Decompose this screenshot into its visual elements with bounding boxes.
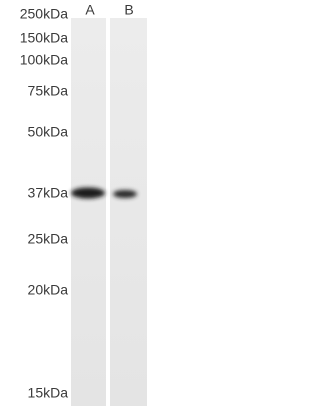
marker-label: 150kDa [20, 30, 68, 46]
marker-label: 25kDa [28, 231, 69, 247]
marker-label: 20kDa [28, 282, 69, 298]
western-blot: A B 250kDa 150kDa 100kDa 75kDa 50kDa 37k… [0, 0, 150, 406]
marker-label: 50kDa [28, 124, 69, 140]
marker-label: 250kDa [20, 6, 68, 22]
lane-a [71, 18, 106, 406]
lane-b [110, 18, 147, 406]
band-a [71, 187, 105, 199]
band-b [113, 190, 137, 198]
marker-label: 100kDa [20, 52, 68, 68]
lane-label: B [124, 2, 133, 18]
lane-label: A [85, 2, 95, 18]
marker-label: 75kDa [28, 83, 69, 99]
marker-label: 15kDa [28, 385, 69, 401]
marker-label: 37kDa [28, 185, 69, 201]
